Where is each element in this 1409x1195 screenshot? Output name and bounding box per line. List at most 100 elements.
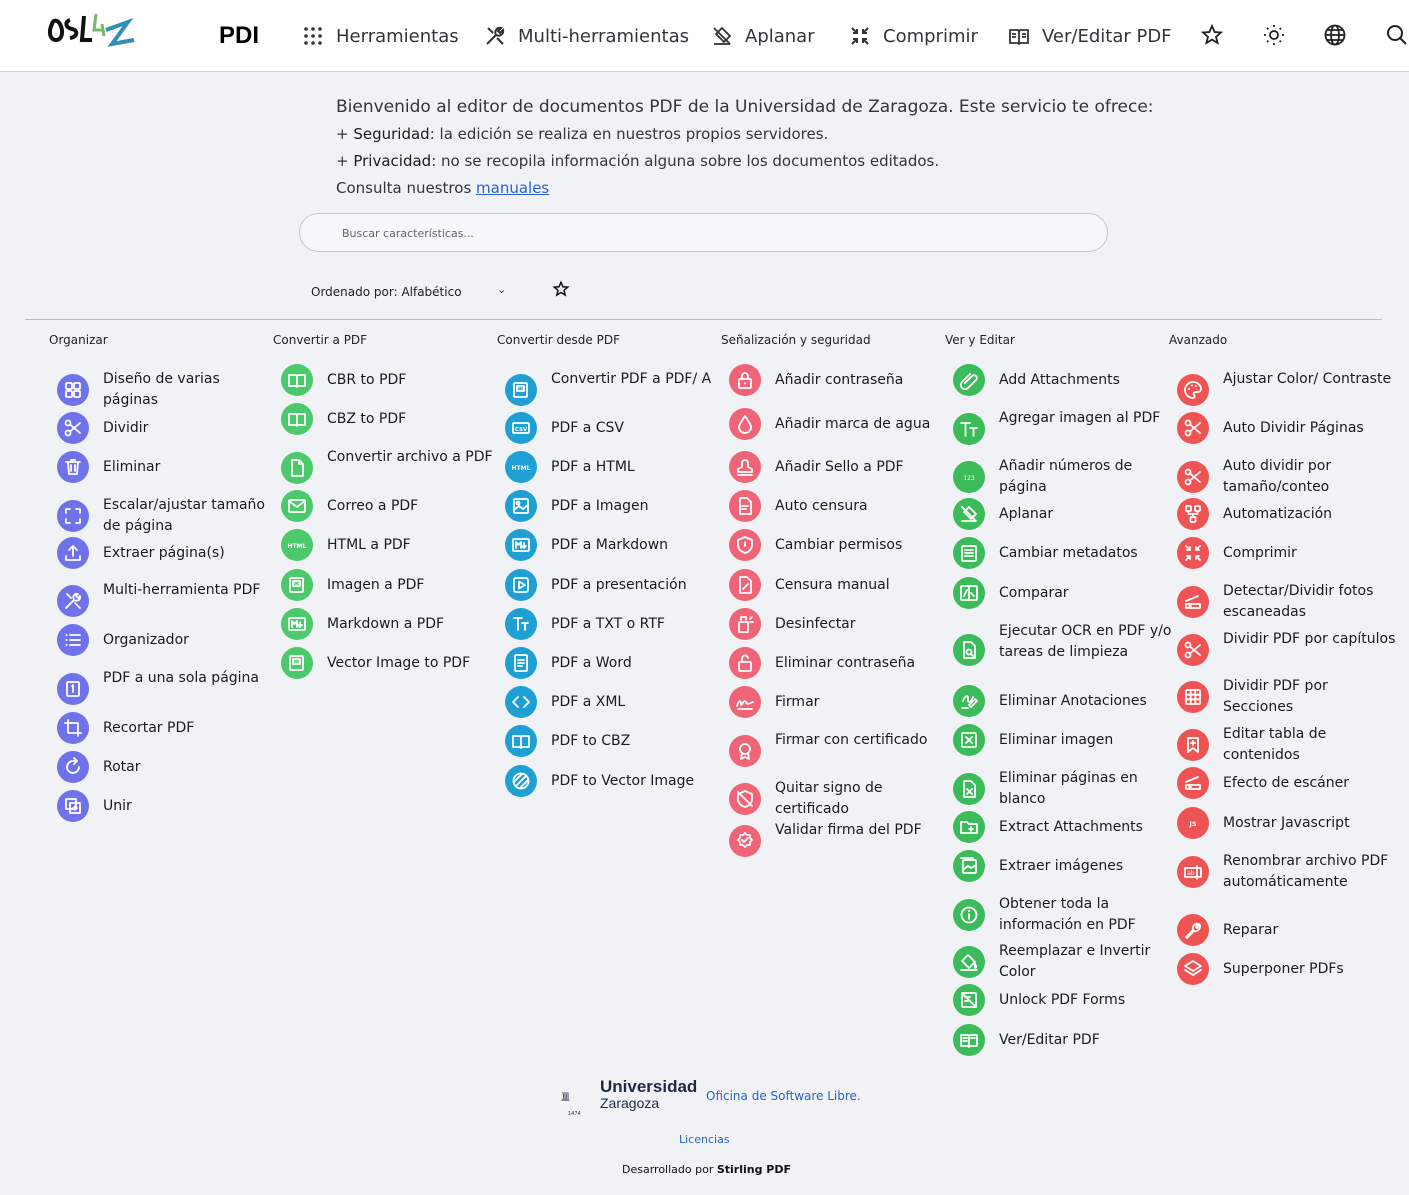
tool-item[interactable]: CBR to PDF bbox=[281, 364, 505, 408]
tool-item[interactable]: Ejecutar OCR en PDF y/o tareas de limpie… bbox=[953, 621, 1177, 666]
tool-item[interactable]: Escalar/ajustar tamaño de página bbox=[57, 495, 281, 539]
tool-item[interactable]: PDF a TXT o RTF bbox=[505, 608, 729, 652]
stirling-link[interactable]: Stirling PDF bbox=[716, 1163, 792, 1176]
tool-item[interactable]: HTML PDF a HTML bbox=[505, 451, 729, 495]
tool-item[interactable]: Censura manual bbox=[729, 569, 953, 613]
tool-item[interactable]: Auto dividir por tamaño/conteo bbox=[1177, 456, 1401, 500]
tool-item[interactable]: PDF to CBZ bbox=[505, 725, 729, 769]
tool-item[interactable]: Extraer imágenes bbox=[953, 850, 1177, 894]
tool-icon-badge bbox=[505, 765, 537, 797]
tool-item[interactable]: Rotar bbox=[57, 751, 281, 795]
tool-item[interactable]: Correo a PDF bbox=[281, 490, 505, 534]
tool-item[interactable]: Diseño de varias páginas bbox=[57, 369, 281, 413]
tool-item[interactable]: Quitar signo de certificado bbox=[729, 778, 953, 822]
tool-item[interactable]: Reparar bbox=[1177, 914, 1401, 958]
tool-item[interactable]: Auto Dividir Páginas bbox=[1177, 412, 1401, 456]
nav-comprimir[interactable]: Comprimir bbox=[849, 22, 978, 50]
tool-item[interactable]: Convertir archivo a PDF bbox=[281, 447, 505, 491]
tool-item[interactable]: Reemplazar e Invertir Color bbox=[953, 941, 1177, 985]
brand-title[interactable]: PDI bbox=[219, 22, 260, 49]
tool-label: CBZ to PDF bbox=[327, 411, 407, 427]
favorites-star-icon[interactable] bbox=[552, 280, 570, 298]
tool-item[interactable]: Efecto de escáner bbox=[1177, 767, 1401, 811]
tool-item[interactable]: Añadir contraseña bbox=[729, 364, 953, 408]
tool-item[interactable]: PDF Convertir PDF a PDF/ A bbox=[505, 369, 729, 413]
tool-item[interactable]: PDF Vector Image to PDF bbox=[281, 647, 505, 691]
sort-select[interactable]: Ordenado por: Alfabético bbox=[311, 285, 462, 299]
universidad-zaragoza-logo[interactable] bbox=[561, 1076, 597, 1118]
tool-item[interactable]: Superponer PDFs bbox=[1177, 953, 1401, 997]
tool-item[interactable]: Add Attachments bbox=[953, 364, 1177, 408]
tool-item[interactable]: Ver/Editar PDF bbox=[953, 1024, 1177, 1068]
tool-item[interactable]: PDF a Imagen bbox=[505, 490, 729, 534]
tool-item[interactable]: HTML HTML a PDF bbox=[281, 529, 505, 573]
tool-item[interactable]: Firmar bbox=[729, 686, 953, 730]
tool-item[interactable]: Agregar imagen al PDF bbox=[953, 408, 1177, 452]
tool-item[interactable]: ab Renombrar archivo PDF automáticamente bbox=[1177, 851, 1401, 895]
tool-item[interactable]: Ajustar Color/ Contraste bbox=[1177, 369, 1401, 413]
tool-item[interactable]: Obtener toda la información en PDF bbox=[953, 894, 1177, 938]
tool-item[interactable]: PDF to Vector Image bbox=[505, 765, 729, 809]
tool-item[interactable]: Organizador bbox=[57, 624, 281, 668]
tool-item[interactable]: Recortar PDF bbox=[57, 712, 281, 756]
tool-item[interactable]: Detectar/Dividir fotos escaneadas bbox=[1177, 581, 1401, 625]
manual-link[interactable]: manuales bbox=[476, 179, 550, 197]
tool-item[interactable]: Extraer página(s) bbox=[57, 537, 281, 581]
tool-item[interactable]: Eliminar imagen bbox=[953, 724, 1177, 768]
nav-herramientas[interactable]: Herramientas bbox=[302, 22, 459, 50]
tool-item[interactable]: Comparar bbox=[953, 577, 1177, 621]
tool-item[interactable]: Validar firma del PDF bbox=[729, 820, 953, 864]
tool-item[interactable]: Multi-herramienta PDF bbox=[57, 580, 281, 624]
tool-item[interactable]: Dividir bbox=[57, 412, 281, 456]
nav-multi-herramientas[interactable]: Multi-herramientas bbox=[484, 22, 689, 50]
search-input[interactable] bbox=[342, 223, 1042, 243]
tool-item[interactable]: Cambiar permisos bbox=[729, 529, 953, 573]
tool-item[interactable]: CBZ to PDF bbox=[281, 403, 505, 447]
tool-item[interactable]: Añadir marca de agua bbox=[729, 408, 953, 452]
globe-icon[interactable] bbox=[1323, 23, 1347, 47]
tool-item[interactable]: Dividir PDF por capítulos bbox=[1177, 629, 1401, 673]
licenses-link[interactable]: Licencias bbox=[679, 1133, 730, 1146]
office-link[interactable]: Oficina de Software Libre. bbox=[706, 1089, 861, 1103]
tool-item[interactable]: Markdown a PDF bbox=[281, 608, 505, 652]
tool-label: PDF a presentación bbox=[551, 577, 687, 593]
tool-item[interactable]: Unir bbox=[57, 790, 281, 834]
tool-item[interactable]: Comprimir bbox=[1177, 537, 1401, 581]
tool-item[interactable]: Eliminar páginas en blanco bbox=[953, 768, 1177, 812]
tool-item[interactable]: Extract Attachments bbox=[953, 811, 1177, 855]
tool-item[interactable]: JS Mostrar Javascript bbox=[1177, 807, 1401, 851]
tool-item[interactable]: Editar tabla de contenidos bbox=[1177, 724, 1401, 768]
osluz-logo[interactable] bbox=[46, 10, 136, 56]
tool-item[interactable]: CSV PDF a CSV bbox=[505, 412, 729, 456]
tool-item[interactable]: Eliminar bbox=[57, 451, 281, 495]
tool-item[interactable]: Eliminar Anotaciones bbox=[953, 685, 1177, 729]
tool-item[interactable]: Añadir Sello a PDF bbox=[729, 451, 953, 495]
nav-aplanar[interactable]: Aplanar bbox=[711, 22, 815, 50]
star-icon[interactable] bbox=[1200, 23, 1224, 47]
scanner-icon bbox=[1185, 594, 1201, 609]
tool-item[interactable]: PDF a XML bbox=[505, 686, 729, 730]
navbar: PDI Herramientas Multi-herramientas Apla… bbox=[0, 0, 1409, 72]
tool-item[interactable]: Cambiar metadatos bbox=[953, 537, 1177, 581]
tool-item[interactable]: PDF a una sola página bbox=[57, 668, 281, 712]
tool-item[interactable]: PDF a Word bbox=[505, 647, 729, 691]
tool-item[interactable]: Desinfectar bbox=[729, 608, 953, 652]
search-icon[interactable] bbox=[1385, 23, 1409, 47]
tool-item[interactable]: Automatización bbox=[1177, 498, 1401, 542]
chevron-down-icon[interactable]: ⌄ bbox=[497, 283, 507, 296]
nav-ver-editar[interactable]: Ver/Editar PDF bbox=[1008, 22, 1172, 50]
tool-item[interactable]: Unlock PDF Forms bbox=[953, 984, 1177, 1028]
tool-item[interactable]: Firmar con certificado bbox=[729, 730, 953, 774]
tool-item[interactable]: Auto censura bbox=[729, 490, 953, 534]
tool-item[interactable]: 123 Añadir números de página bbox=[953, 456, 1177, 500]
tool-item[interactable]: Dividir PDF por Secciones bbox=[1177, 676, 1401, 720]
tool-icon-badge bbox=[505, 647, 537, 679]
tool-item[interactable]: Eliminar contraseña bbox=[729, 647, 953, 691]
sun-icon[interactable] bbox=[1262, 23, 1286, 47]
tool-item[interactable]: PDF a Markdown bbox=[505, 529, 729, 573]
tool-item[interactable]: Aplanar bbox=[953, 498, 1177, 542]
tool-item[interactable]: PDF Imagen a PDF bbox=[281, 569, 505, 613]
scissors-icon bbox=[1184, 468, 1201, 485]
category-title: Avanzado bbox=[1169, 333, 1228, 347]
tool-item[interactable]: PDF a presentación bbox=[505, 569, 729, 613]
